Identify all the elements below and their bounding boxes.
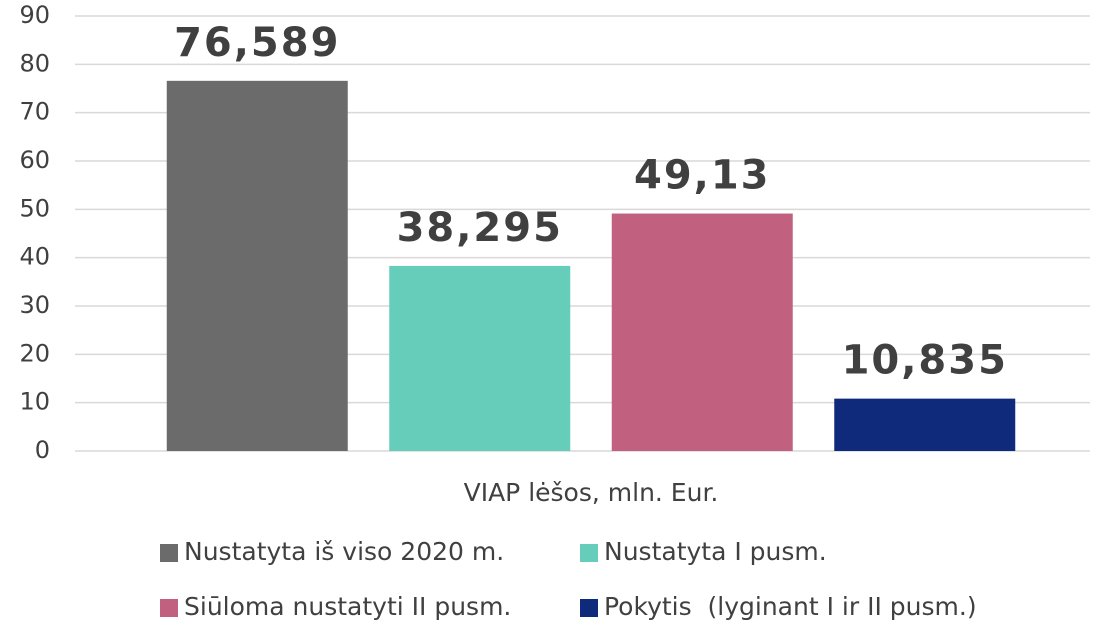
data-label: 76,589: [174, 20, 340, 66]
data-label: 49,13: [634, 153, 771, 199]
y-tick-label: 40: [19, 243, 50, 271]
legend-label: Siūloma nustatyti II pusm.: [184, 592, 511, 621]
legend-swatch: [580, 544, 598, 562]
legend-swatch: [160, 544, 178, 562]
y-tick-label: 60: [19, 146, 50, 174]
y-tick-label: 0: [35, 436, 50, 464]
y-tick-label: 70: [19, 98, 50, 126]
bar: [611, 213, 793, 451]
legend-label: Nustatyta iš viso 2020 m.: [184, 537, 504, 566]
bar: [389, 265, 571, 451]
data-label: 38,295: [397, 205, 563, 251]
legend-label: Nustatyta I pusm.: [604, 537, 827, 566]
legend-label: Pokytis (lyginant I ir II pusm.): [604, 592, 977, 621]
x-tick-label: VIAP lėšos, mln. Eur.: [464, 478, 719, 507]
y-tick-label: 20: [19, 339, 50, 367]
y-tick-label: 30: [19, 291, 50, 319]
legend-swatch: [160, 599, 178, 617]
legend-swatch: [580, 599, 598, 617]
y-tick-label: 90: [19, 1, 50, 29]
bar: [166, 80, 348, 452]
data-label: 10,835: [842, 338, 1008, 384]
y-tick-label: 10: [19, 388, 50, 416]
bar: [834, 398, 1016, 451]
y-tick-label: 50: [19, 194, 50, 222]
y-tick-label: 80: [19, 49, 50, 77]
